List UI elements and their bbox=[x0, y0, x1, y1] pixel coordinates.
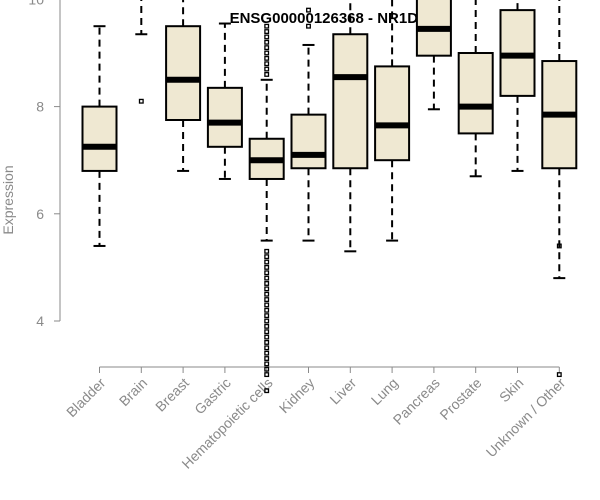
outlier-point bbox=[306, 7, 311, 13]
outlier-point bbox=[264, 323, 270, 329]
box-group bbox=[332, 0, 369, 253]
outlier-point bbox=[264, 23, 270, 29]
outlier-point bbox=[264, 254, 270, 260]
outlier-point bbox=[264, 248, 270, 254]
outlier-point bbox=[264, 345, 270, 351]
x-category-label: Prostate bbox=[436, 374, 484, 422]
outlier-point bbox=[306, 23, 311, 29]
outlier-point bbox=[264, 366, 270, 372]
chart-title: ENSG00000126368 - NR1D1 bbox=[230, 10, 427, 27]
y-tick-label: 6 bbox=[36, 206, 44, 222]
outlier-point bbox=[556, 372, 562, 378]
box-group bbox=[499, 0, 536, 172]
x-category-label: Liver bbox=[326, 374, 359, 407]
outlier-point bbox=[264, 339, 270, 345]
box-iqr bbox=[81, 105, 118, 172]
x-category-label: Skin bbox=[496, 375, 527, 406]
outlier-point bbox=[264, 318, 270, 324]
box-iqr bbox=[457, 52, 494, 135]
outlier-point bbox=[264, 350, 270, 356]
box-iqr bbox=[206, 86, 243, 148]
plot-area bbox=[81, 0, 578, 394]
outlier-point bbox=[138, 98, 144, 104]
outlier-point bbox=[264, 356, 270, 361]
outlier-point bbox=[264, 307, 270, 313]
box-group bbox=[248, 23, 285, 394]
outlier-point bbox=[264, 388, 270, 394]
box-iqr bbox=[332, 33, 369, 170]
outlier-point bbox=[264, 45, 270, 51]
x-category-label: Brain bbox=[116, 375, 150, 409]
outlier-point bbox=[264, 329, 270, 335]
x-category-label: Kidney bbox=[276, 375, 318, 417]
y-tick-label: 10 bbox=[28, 0, 44, 7]
y-tick-label: 8 bbox=[36, 99, 44, 115]
box-group bbox=[374, 0, 411, 242]
outlier-point bbox=[264, 34, 270, 40]
outlier-point bbox=[264, 361, 270, 367]
box-group bbox=[206, 22, 243, 180]
x-category-label: Bladder bbox=[63, 374, 109, 420]
outlier-point bbox=[264, 39, 270, 45]
outlier-point bbox=[264, 372, 270, 378]
outlier-point bbox=[264, 281, 270, 286]
y-tick-label: 4 bbox=[36, 313, 44, 329]
y-axis-label: Expression bbox=[0, 165, 16, 234]
outlier-point bbox=[264, 313, 270, 319]
outlier-point bbox=[264, 286, 270, 292]
x-category-label: Breast bbox=[152, 375, 192, 415]
outlier-point bbox=[264, 270, 270, 276]
y-axis: 468101214 bbox=[28, 0, 61, 329]
x-category-label: Lung bbox=[368, 375, 401, 408]
outlier-point bbox=[264, 275, 270, 281]
outlier-point bbox=[264, 334, 270, 340]
outlier-point bbox=[264, 291, 270, 297]
box-group bbox=[457, 0, 494, 178]
box-group bbox=[135, 0, 148, 104]
outlier-point bbox=[264, 302, 270, 308]
x-category-label: Unknown / Other bbox=[483, 374, 569, 460]
box-group bbox=[165, 0, 202, 172]
outlier-point bbox=[264, 29, 270, 35]
box-group bbox=[290, 7, 327, 242]
box-group bbox=[541, 0, 578, 378]
box-iqr bbox=[165, 25, 202, 122]
outlier-point bbox=[264, 259, 270, 265]
outlier-point bbox=[264, 55, 270, 61]
box-iqr bbox=[290, 113, 327, 170]
box-iqr bbox=[374, 65, 411, 162]
outlier-point bbox=[264, 297, 270, 303]
outlier-point bbox=[264, 61, 270, 67]
box-group bbox=[81, 25, 118, 247]
outlier-point bbox=[264, 50, 270, 56]
outlier-point bbox=[264, 71, 270, 77]
outlier-point bbox=[264, 264, 270, 270]
box-group bbox=[415, 0, 452, 111]
outlier-point bbox=[556, 243, 562, 249]
outlier-point bbox=[264, 66, 270, 72]
